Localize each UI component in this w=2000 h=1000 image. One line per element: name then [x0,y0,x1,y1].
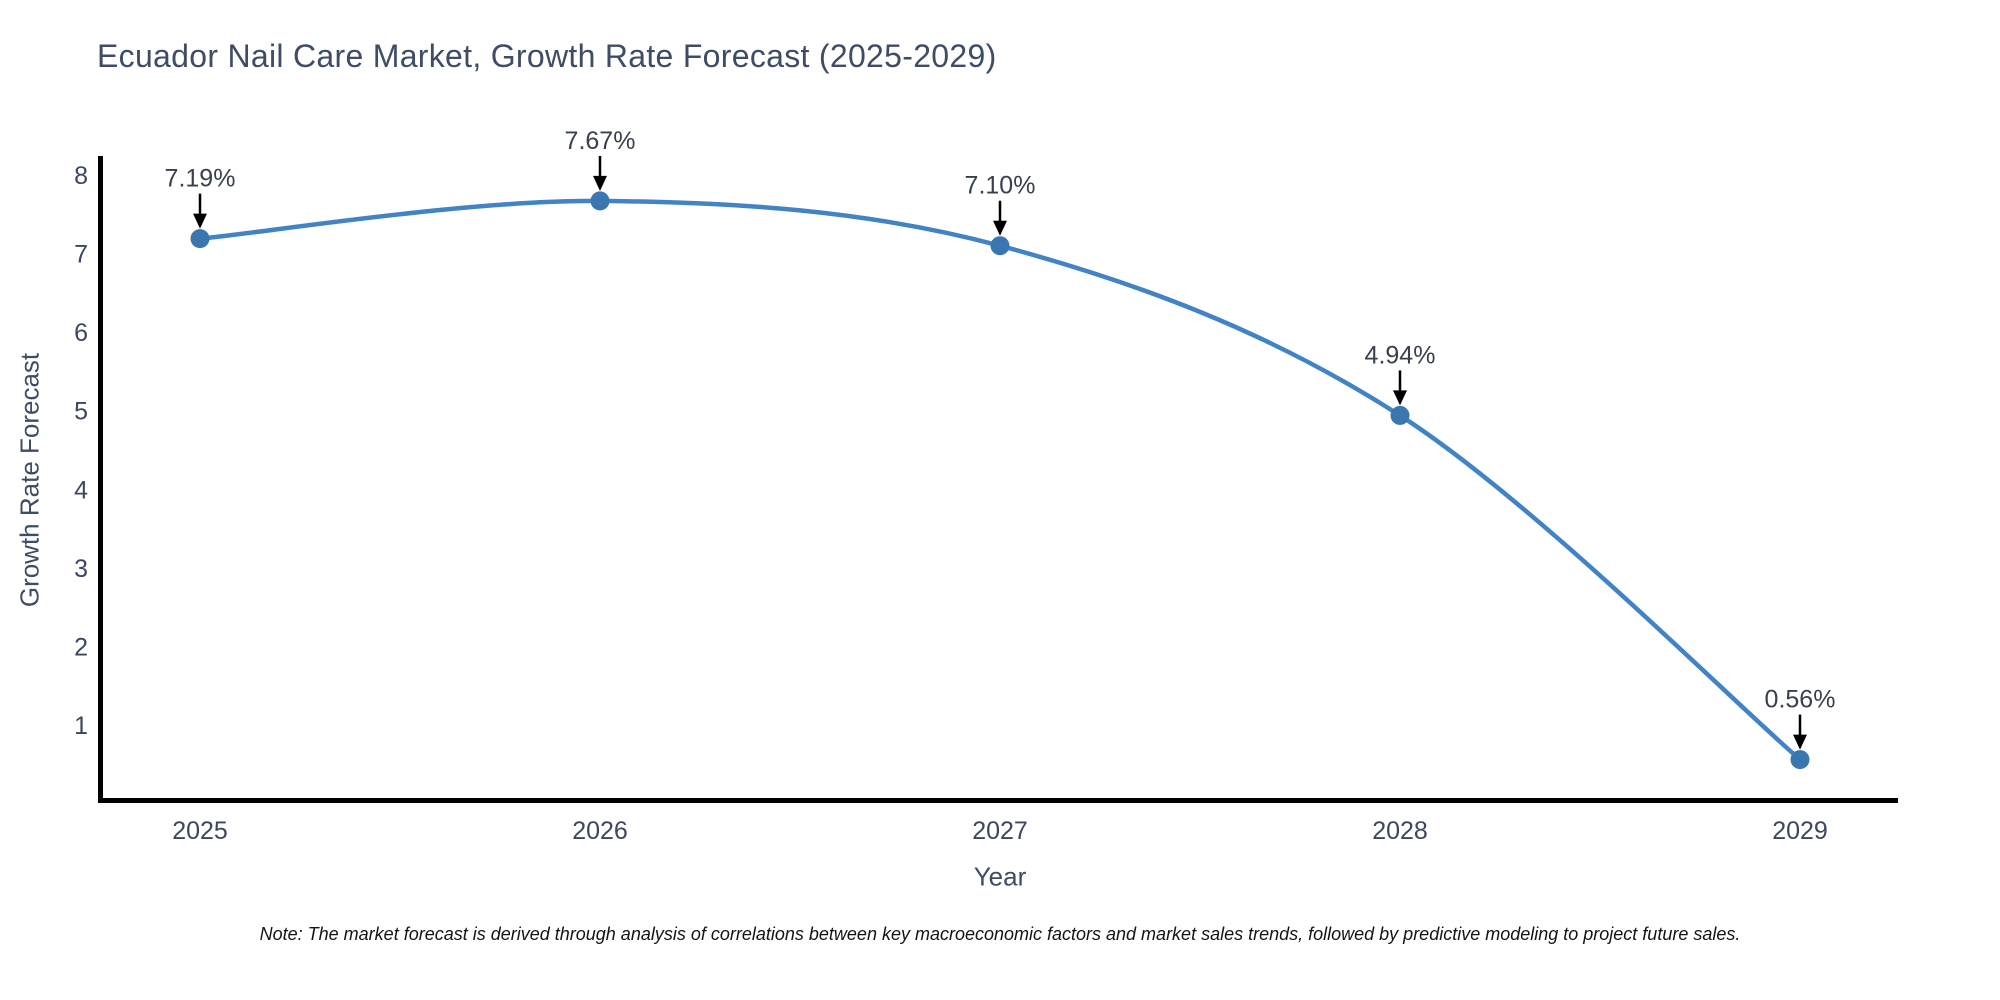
annotation-label: 0.56% [1765,686,1836,714]
annotation-label: 7.19% [165,165,236,193]
y-tick-label: 7 [74,241,88,269]
y-tick-label: 4 [74,476,88,504]
data-point-marker [190,229,210,249]
trend-line [197,198,1803,762]
y-tick-label: 5 [74,398,88,426]
y-tick-label: 6 [74,319,88,347]
y-tick-label: 1 [74,712,88,740]
annotation-arrowhead [993,220,1007,236]
annotation-label: 7.67% [565,127,636,155]
data-point-marker [590,191,610,211]
annotation-arrowhead [1393,390,1407,406]
y-tick-label: 8 [74,162,88,190]
x-tick-label: 2027 [972,817,1028,845]
annotation-label: 4.94% [1365,341,1436,369]
data-point-marker [1790,750,1810,770]
x-tick-label: 2029 [1772,817,1828,845]
x-tick-label: 2028 [1372,817,1428,845]
y-axis-title: Growth Rate Forecast [14,352,45,608]
x-tick-label: 2026 [572,817,628,845]
y-tick-label: 3 [74,555,88,583]
annotation-arrowhead [593,175,607,191]
x-axis-title: Year [973,861,1027,892]
chart-title: Ecuador Nail Care Market, Growth Rate Fo… [97,38,997,74]
data-point-marker [1390,405,1410,425]
annotation-label: 7.10% [965,172,1036,200]
y-tick-label: 2 [74,633,88,661]
annotation-arrowhead [1793,734,1807,750]
footnote: Note: The market forecast is derived thr… [259,924,1741,944]
data-point-marker [990,236,1010,256]
annotation-arrowhead [193,213,207,229]
x-tick-label: 2025 [172,817,228,845]
